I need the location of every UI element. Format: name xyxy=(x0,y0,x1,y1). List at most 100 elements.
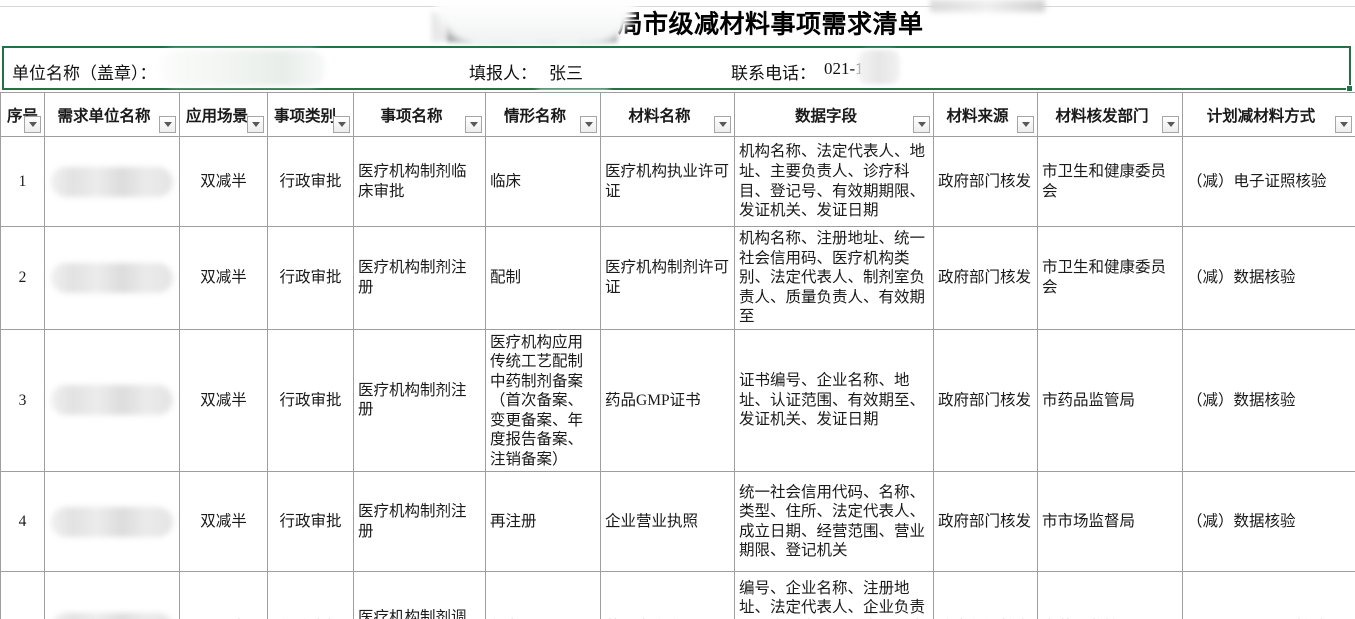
filter-dropdown-icon[interactable] xyxy=(1335,116,1352,133)
unit-name-redaction-cell xyxy=(51,612,173,619)
cell-material: 医疗机构执业许可证 xyxy=(600,136,735,227)
filter-dropdown-icon[interactable] xyxy=(1017,116,1034,133)
column-header-case[interactable]: 情形名称 xyxy=(485,92,601,137)
column-header-label: 情形名称 xyxy=(503,107,566,125)
cell-source: 政府部门核发 xyxy=(933,571,1038,619)
cell-index: 2 xyxy=(0,226,45,330)
cell-fields: 编号、企业名称、注册地址、法定代表人、企业负责人、企业类型、分类码、生产地址和生… xyxy=(734,571,934,619)
cell-source: 政府部门核发 xyxy=(933,226,1038,330)
cell-index: 3 xyxy=(0,328,45,473)
cell-category: 行政审批 xyxy=(267,136,354,227)
filter-dropdown-icon[interactable] xyxy=(159,116,176,133)
selection-fill-handle[interactable] xyxy=(1346,85,1353,92)
column-header-label: 计划减材料方式 xyxy=(1206,107,1316,125)
column-header-dept[interactable]: 材料核发部门 xyxy=(1037,92,1183,137)
cell-scene: 双减半 xyxy=(179,571,268,619)
cell-category: 行政审批 xyxy=(267,571,354,619)
cell-way: （减）电子证照核验 xyxy=(1182,571,1355,619)
cell-item: 医疗机构制剂注册 xyxy=(353,328,486,473)
unit-name-redaction-cell xyxy=(51,166,173,197)
cell-unit xyxy=(44,136,180,227)
cell-item: 医疗机构制剂注册 xyxy=(353,226,486,330)
cell-scene: 双减半 xyxy=(179,226,268,330)
cell-item: 医疗机构制剂调剂审批 xyxy=(353,571,486,619)
column-header-scene[interactable]: 应用场景 xyxy=(179,92,268,137)
column-header-label: 材料名称 xyxy=(628,107,691,125)
cell-way: （减）数据核验 xyxy=(1182,328,1355,473)
cell-source: 政府部门核发 xyxy=(933,136,1038,227)
cell-material: 药品生产许可证 xyxy=(600,571,735,619)
cell-case: 临床 xyxy=(485,136,601,227)
cell-case: 配制 xyxy=(485,226,601,330)
table-row[interactable]: 3 双减半 行政审批 医疗机构制剂注册 医疗机构应用传统工艺配制中药制剂备案（首… xyxy=(0,328,1355,473)
reporter-label: 填报人： xyxy=(469,64,537,83)
cell-unit xyxy=(44,571,180,619)
cell-category: 行政审批 xyxy=(267,226,354,330)
requirements-table: 序号 需求单位名称 应用场景 事项类别 事项名称 xyxy=(0,92,1355,619)
cell-index: 1 xyxy=(0,136,45,227)
table-row[interactable]: 2 双减半 行政审批 医疗机构制剂注册 配制 医疗机构制剂许可证 机构名称、注册… xyxy=(0,226,1355,330)
column-header-label: 材料核发部门 xyxy=(1055,107,1149,125)
column-header-unit[interactable]: 需求单位名称 xyxy=(44,92,180,137)
cell-dept: 市卫生和健康委员会 xyxy=(1037,226,1183,330)
unit-name-redaction-cell xyxy=(51,506,173,537)
cell-index: 5 xyxy=(0,571,45,619)
table-row[interactable]: 5 双减半 行政审批 医疗机构制剂调剂审批 新办 药品生产许可证 编号、企业名称… xyxy=(0,571,1355,619)
cell-category: 行政审批 xyxy=(267,471,354,573)
filter-dropdown-icon[interactable] xyxy=(24,116,41,133)
unit-name-redaction-cell xyxy=(51,262,173,293)
cell-unit xyxy=(44,471,180,573)
filter-dropdown-icon[interactable] xyxy=(247,116,264,133)
cell-item: 医疗机构制剂注册 xyxy=(353,471,486,573)
column-header-index[interactable]: 序号 xyxy=(0,92,45,137)
column-header-material[interactable]: 材料名称 xyxy=(600,92,735,137)
cell-way: （减）电子证照核验 xyxy=(1182,136,1355,227)
header-redaction-blob-1 xyxy=(435,0,635,46)
phone-redaction xyxy=(858,50,900,84)
column-header-label: 应用场景 xyxy=(186,107,249,125)
column-header-label: 数据字段 xyxy=(794,107,857,125)
filter-dropdown-icon[interactable] xyxy=(913,116,930,133)
cell-fields: 机构名称、法定代表人、地址、主要负责人、诊疗科目、登记号、有效期期限、发证机关、… xyxy=(734,136,934,227)
filter-dropdown-icon[interactable] xyxy=(1162,116,1179,133)
cell-scene: 双减半 xyxy=(179,328,268,473)
cell-scene: 双减半 xyxy=(179,136,268,227)
header-redaction-blob-2 xyxy=(930,0,1045,12)
cell-dept: 市卫生和健康委员会 xyxy=(1037,136,1183,227)
cell-index: 4 xyxy=(0,471,45,573)
cell-fields: 证书编号、企业名称、地址、认证范围、有效期至、发证机关、发证日期 xyxy=(734,328,934,473)
column-header-label: 需求单位名称 xyxy=(57,107,151,125)
cell-scene: 双减半 xyxy=(179,471,268,573)
column-header-label: 事项名称 xyxy=(380,107,443,125)
table-row[interactable]: 4 双减半 行政审批 医疗机构制剂注册 再注册 企业营业执照 统一社会信用代码、… xyxy=(0,471,1355,573)
filter-dropdown-icon[interactable] xyxy=(714,116,731,133)
cell-source: 政府部门核发 xyxy=(933,471,1038,573)
column-header-label: 材料来源 xyxy=(946,107,1009,125)
cell-unit xyxy=(44,226,180,330)
column-header-item[interactable]: 事项名称 xyxy=(353,92,486,137)
cell-category: 行政审批 xyxy=(267,328,354,473)
table-header-row: 序号 需求单位名称 应用场景 事项类别 事项名称 xyxy=(0,92,1355,137)
cell-material: 医疗机构制剂许可证 xyxy=(600,226,735,330)
table-row[interactable]: 1 双减半 行政审批 医疗机构制剂临床审批 临床 医疗机构执业许可证 机构名称、… xyxy=(0,136,1355,227)
filter-dropdown-icon[interactable] xyxy=(333,116,350,133)
cell-way: （减）数据核验 xyxy=(1182,226,1355,330)
filter-dropdown-icon[interactable] xyxy=(465,116,482,133)
reporter-value: 张三 xyxy=(549,64,583,83)
cell-way: （减）数据核验 xyxy=(1182,471,1355,573)
cell-material: 企业营业执照 xyxy=(600,471,735,573)
cell-dept: 市药品监管局 xyxy=(1037,328,1183,473)
cell-source: 政府部门核发 xyxy=(933,328,1038,473)
page-title-text: 局市级减材料事项需求清单 xyxy=(617,11,924,39)
cell-case: 新办 xyxy=(485,571,601,619)
column-header-category[interactable]: 事项类别 xyxy=(267,92,354,137)
unit-name-label: 单位名称（盖章）： xyxy=(12,64,157,83)
cell-fields: 机构名称、注册地址、统一社会信用码、医疗机构类别、法定代表人、制剂室负责人、质量… xyxy=(734,226,934,330)
filter-dropdown-icon[interactable] xyxy=(580,116,597,133)
column-header-source[interactable]: 材料来源 xyxy=(933,92,1038,137)
column-header-way[interactable]: 计划减材料方式 xyxy=(1182,92,1355,137)
cell-unit xyxy=(44,328,180,473)
cell-material: 药品GMP证书 xyxy=(600,328,735,473)
column-header-fields[interactable]: 数据字段 xyxy=(734,92,934,137)
